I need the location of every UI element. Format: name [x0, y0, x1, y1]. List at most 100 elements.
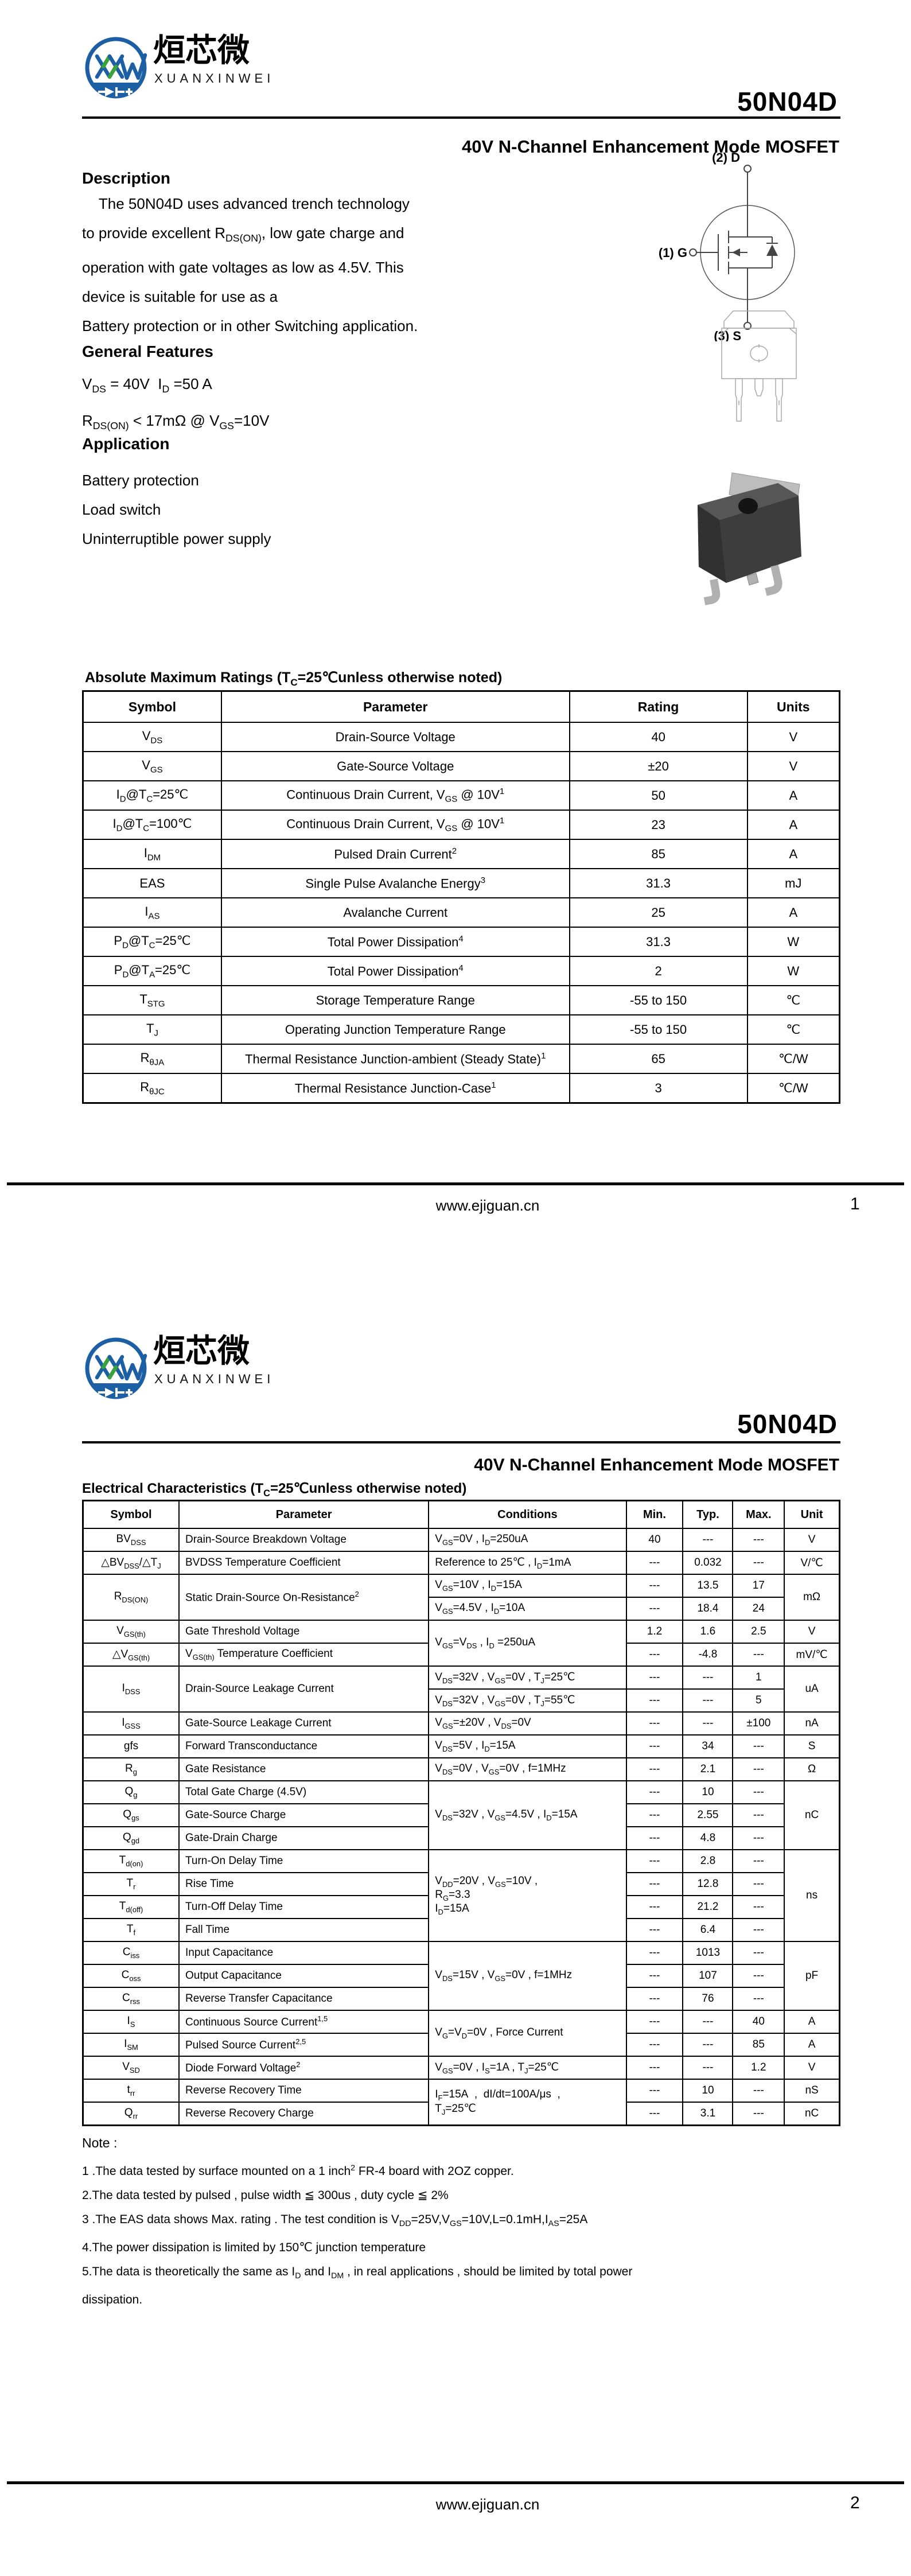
table-cell: --- [682, 2056, 734, 2080]
table-cell: ±20 [569, 751, 748, 781]
table-cell: Single Pulse Avalanche Energy3 [220, 868, 570, 898]
table-cell: 1.6 [682, 1620, 734, 1644]
note-line: 3 .The EAS data shows Max. rating . The … [82, 2213, 588, 2229]
table-row: Qgd Gate-Drain Charge --- 4.8 --- [82, 1826, 840, 1850]
table-cell: RθJC [82, 1073, 222, 1104]
table-cell: 25 [569, 897, 748, 928]
table-cell: Crss [82, 1987, 180, 2011]
header-rule [82, 1441, 840, 1443]
application-item: Battery protection [82, 472, 199, 489]
header-rule [82, 116, 840, 119]
table-cell: Rise Time [178, 1872, 430, 1896]
table-cell: Gate-Source Leakage Current [178, 1711, 430, 1736]
table-cell: 21.2 [682, 1895, 734, 1919]
table-cell: --- [732, 1734, 785, 1758]
table-cell: VGS(th) Temperature Coefficient [178, 1643, 430, 1667]
table-cell: 34 [682, 1734, 734, 1758]
table-cell: --- [732, 1643, 785, 1667]
table-cell: --- [625, 1666, 684, 1690]
pin-label-source: (3) S [714, 329, 741, 341]
table-cell: --- [625, 2033, 684, 2057]
column-header: Conditions [428, 1500, 627, 1529]
table-cell: A [746, 810, 840, 840]
table-cell: 4.8 [682, 1826, 734, 1850]
table-cell: --- [625, 1987, 684, 2011]
company-logo-mark [85, 37, 147, 99]
table-cell: Gate-Source Charge [178, 1803, 430, 1827]
table-cell: Ciss [82, 1941, 180, 1965]
table-cell: Tf [82, 1918, 180, 1942]
table-row: gfs Forward Transconductance VDS=5V , ID=1… [82, 1734, 840, 1758]
table-cell: --- [625, 1826, 684, 1850]
note-line: 1 .The data tested by surface mounted on… [82, 2163, 514, 2178]
table-cell: Continuous Drain Current, VGS @ 10V1 [220, 780, 570, 811]
table-row: IS Continuous Source Current1,5 VG=VD=0V ,… [82, 2010, 840, 2057]
table-cell: 85 [569, 839, 748, 869]
application-list: Battery protection Load switch Uninterru… [82, 466, 271, 554]
mosfet-symbol-diagram: (2) D (1) G (3) S [659, 150, 795, 341]
table-row: PD@TC=25℃ Total Power Dissipation4 31.3 W [82, 927, 840, 957]
table-cell: V [784, 1528, 840, 1552]
brand-name-latin: XUANXINWEI [154, 1372, 275, 1386]
table-row: Td(off) Turn-Off Delay Time --- 21.2 --- [82, 1895, 840, 1919]
table-cell: 2.8 [682, 1849, 734, 1873]
table-row: VGS Gate-Source Voltage ±20 V [82, 751, 840, 781]
table-cell: VDS=0V , VGS=0V , f=1MHz [428, 1757, 627, 1781]
description-line: Battery protection or in other Switching… [82, 317, 418, 335]
table-row: TSTG Storage Temperature Range -55 to 150 ℃ [82, 985, 840, 1015]
table-cell: 12.8 [682, 1872, 734, 1896]
table-row: Qrr Reverse Recovery Charge --- 3.1 --- nC [82, 2102, 840, 2126]
table-cell: VDS=32V , VGS=4.5V , ID=15A [428, 1780, 627, 1850]
table-cell: --- [682, 1666, 734, 1690]
table-cell: 3 [569, 1073, 748, 1104]
package-3d-image [698, 472, 801, 605]
table-cell: --- [625, 1643, 684, 1667]
table-cell: --- [625, 2010, 684, 2034]
table-cell: --- [625, 1918, 684, 1942]
general-features-title: General Features [82, 343, 213, 360]
table-cell: IAS [82, 897, 222, 928]
datasheet-title: 40V N-Channel Enhancement Mode MOSFET [474, 1456, 839, 1474]
table-cell: mV/℃ [784, 1643, 840, 1667]
pin-label-gate: (1) G [659, 246, 687, 260]
table-row: △VGS(th) VGS(th) Temperature Coefficient -… [82, 1643, 840, 1667]
column-header: Rating [569, 690, 748, 723]
table-cell: --- [625, 1941, 684, 1965]
table-cell: Coss [82, 1964, 180, 1988]
table-cell: Reverse Recovery Charge [178, 2102, 430, 2126]
abs-max-ratings-title: Absolute Maximum Ratings (TC=25℃unless o… [85, 670, 503, 688]
table-cell: Reference to 25℃ , ID=1mA [428, 1551, 627, 1575]
electrical-characteristics-title: Electrical Characteristics (TC=25℃unless… [82, 1481, 467, 1499]
column-header: Parameter [178, 1500, 430, 1529]
table-cell: --- [625, 1872, 684, 1896]
table-cell: --- [625, 1757, 684, 1781]
table-cell: VDS=5V , ID=15A [428, 1734, 627, 1758]
table-cell: Ω [784, 1757, 840, 1781]
table-cell: 76 [682, 1987, 734, 2011]
table-cell: VDS=32V , VGS=0V , TJ=55℃ [428, 1688, 627, 1713]
brand-name-latin: XUANXINWEI [154, 71, 275, 85]
table-row: BVDSS Drain-Source Breakdown Voltage VGS=0… [82, 1528, 840, 1552]
table-cell: ±100 [732, 1711, 785, 1736]
table-cell: Pulsed Source Current2,5 [178, 2033, 430, 2057]
table-cell: --- [732, 1918, 785, 1942]
table-cell: --- [625, 1688, 684, 1713]
company-logo: 烜芯微 XUANXINWEI [83, 1334, 324, 1414]
table-cell: VDD=20V , VGS=10V , RG=3.3 ID=15A [428, 1849, 627, 1942]
table-cell: IDSS [82, 1666, 180, 1713]
table-cell: V/℃ [784, 1551, 840, 1575]
table-cell: --- [732, 1757, 785, 1781]
table-row: △BVDSS/△TJ BVDSS Temperature Coefficient R… [82, 1551, 840, 1575]
table-row: VDS Drain-Source Voltage 40 V [82, 722, 840, 752]
description-line: to provide excellent RDS(ON), low gate c… [82, 224, 404, 244]
table-cell: ℃/W [746, 1044, 840, 1074]
application-item: Uninterruptible power supply [82, 530, 271, 547]
table-cell: VSD [82, 2056, 180, 2080]
table-cell: IS [82, 2010, 180, 2034]
table-cell: Tr [82, 1872, 180, 1896]
table-cell: Thermal Resistance Junction-ambient (Ste… [220, 1044, 570, 1074]
body-diode-icon [766, 244, 778, 256]
page-number: 2 [850, 2493, 860, 2512]
description-title: Description [82, 169, 171, 187]
table-cell: nS [784, 2079, 840, 2103]
